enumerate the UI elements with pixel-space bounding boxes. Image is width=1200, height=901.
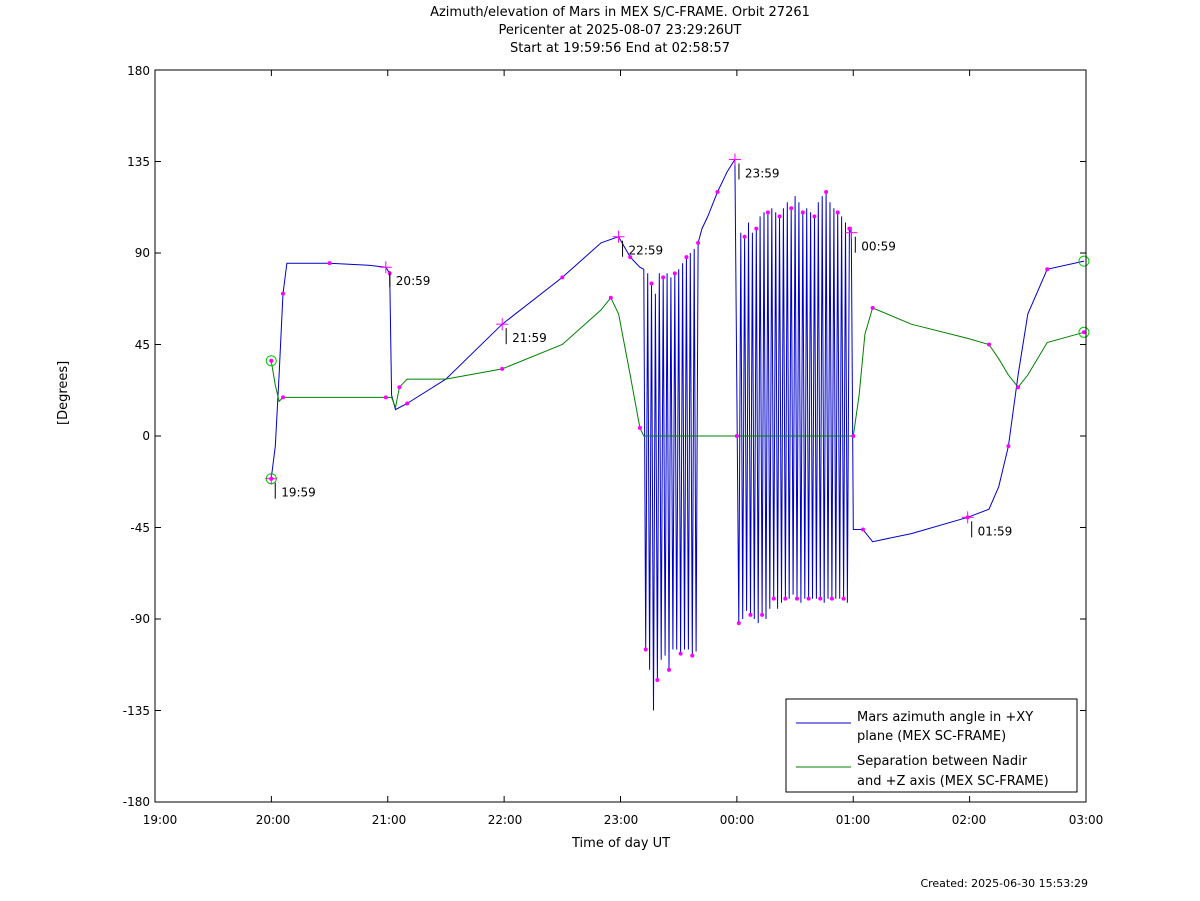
data-point-marker: [841, 596, 846, 601]
data-point-marker: [754, 226, 759, 231]
hour-label: 20:59: [396, 274, 431, 288]
data-point-marker: [696, 240, 701, 245]
y-tick-label: -45: [130, 521, 150, 535]
data-point-marker: [1045, 267, 1050, 272]
legend-label-azimuth-2: plane (MEX SC-FRAME): [857, 729, 1006, 744]
data-point-marker: [812, 214, 817, 219]
data-point-marker: [327, 261, 332, 266]
data-point-marker: [736, 621, 741, 626]
plot-frame: [154, 69, 1087, 803]
chart-title-line-2: Pericenter at 2025-08-07 23:29:26UT: [498, 23, 742, 38]
x-tick-label: 03:00: [1068, 813, 1104, 827]
data-point-marker: [269, 358, 274, 363]
data-point-marker: [783, 596, 788, 601]
data-point-marker: [742, 234, 747, 239]
x-tick-label: 23:00: [603, 813, 639, 827]
chart-title-line-1: Azimuth/elevation of Mars in MEX S/C-FRA…: [430, 5, 810, 20]
data-point-marker: [655, 678, 660, 682]
data-point-marker: [806, 596, 811, 601]
data-point-marker: [860, 527, 865, 532]
data-point-marker: [748, 612, 753, 617]
x-tick-label: 20:00: [255, 813, 291, 827]
hour-label: 21:59: [512, 331, 547, 345]
x-tick-label: 21:00: [371, 813, 407, 827]
y-tick-label: 180: [127, 64, 150, 78]
y-tick-label: 90: [134, 246, 150, 260]
data-point-marker: [661, 275, 666, 280]
y-tick-label: 135: [127, 155, 150, 169]
data-point-marker: [800, 210, 805, 215]
chart-title-line-3: Start at 19:59:56 End at 02:58:57: [509, 41, 731, 56]
hour-label: 23:59: [745, 166, 780, 180]
x-tick-label: 22:00: [487, 813, 523, 827]
data-point-marker: [397, 385, 402, 390]
data-point-marker: [1016, 385, 1021, 390]
data-point-marker: [847, 226, 852, 231]
endpoint-marker: [1078, 326, 1090, 338]
data-point-marker: [835, 210, 840, 215]
y-tick-label: -90: [130, 612, 150, 626]
data-point-marker: [666, 667, 671, 672]
data-point-marker: [649, 281, 654, 286]
data-point-marker: [824, 190, 829, 194]
data-point-marker: [383, 395, 388, 400]
data-point-marker: [405, 401, 410, 406]
data-point-marker: [760, 612, 765, 617]
data-point-marker: [987, 342, 992, 347]
data-point-marker: [795, 596, 800, 601]
x-tick-label: 00:00: [719, 813, 755, 827]
data-point-marker: [608, 295, 613, 300]
x-tick-label: 02:00: [951, 813, 987, 827]
hour-label: 01:59: [978, 524, 1013, 538]
y-tick-label: -180: [122, 795, 150, 809]
data-point-marker: [1081, 330, 1086, 335]
hour-label: 22:59: [629, 244, 664, 258]
data-point-marker: [643, 647, 648, 652]
data-point-marker: [715, 190, 720, 194]
x-axis-label: Time of day UT: [572, 836, 671, 851]
data-point-marker: [637, 425, 642, 430]
data-point-marker: [818, 596, 823, 601]
y-tick-label: 0: [142, 429, 150, 443]
legend-label-azimuth-1: Mars azimuth angle in +XY: [857, 710, 1033, 725]
azimuth-series-line: [270, 157, 1085, 711]
endpoint-marker: [1078, 255, 1090, 267]
data-point-marker: [500, 366, 505, 371]
legend: Mars azimuth angle in +XY plane (MEX SC-…: [785, 698, 1078, 793]
x-tick-label: 01:00: [835, 813, 871, 827]
data-point-marker: [870, 305, 875, 310]
data-point-marker: [281, 291, 286, 296]
data-point-marker: [628, 255, 633, 260]
y-tick-label: 45: [134, 338, 150, 352]
data-point-marker: [684, 255, 689, 260]
legend-box: [785, 698, 1078, 793]
data-point-marker: [690, 653, 695, 658]
data-point-marker: [777, 214, 782, 219]
data-point-marker: [829, 596, 834, 601]
data-point-marker: [678, 651, 683, 656]
data-point-marker: [765, 210, 770, 215]
created-timestamp: Created: 2025-06-30 15:53:29: [920, 877, 1088, 890]
x-tick-label: 19:00: [142, 813, 178, 827]
data-point-marker: [281, 395, 286, 400]
data-point-marker: [1006, 444, 1011, 449]
hour-label: 19:59: [281, 486, 316, 500]
legend-label-separation-2: and +Z axis (MEX SC-FRAME): [857, 774, 1049, 789]
legend-label-separation-1: Separation between Nadir: [857, 754, 1028, 769]
data-point-marker: [560, 275, 565, 280]
endpoint-marker: [265, 355, 277, 367]
data-point-marker: [789, 206, 794, 211]
data-point-marker: [771, 596, 776, 601]
y-tick-label: -135: [122, 704, 150, 718]
data-point-marker: [734, 434, 739, 438]
data-point-marker: [672, 271, 677, 276]
data-point-marker: [851, 434, 856, 438]
hour-label: 00:59: [861, 240, 896, 254]
